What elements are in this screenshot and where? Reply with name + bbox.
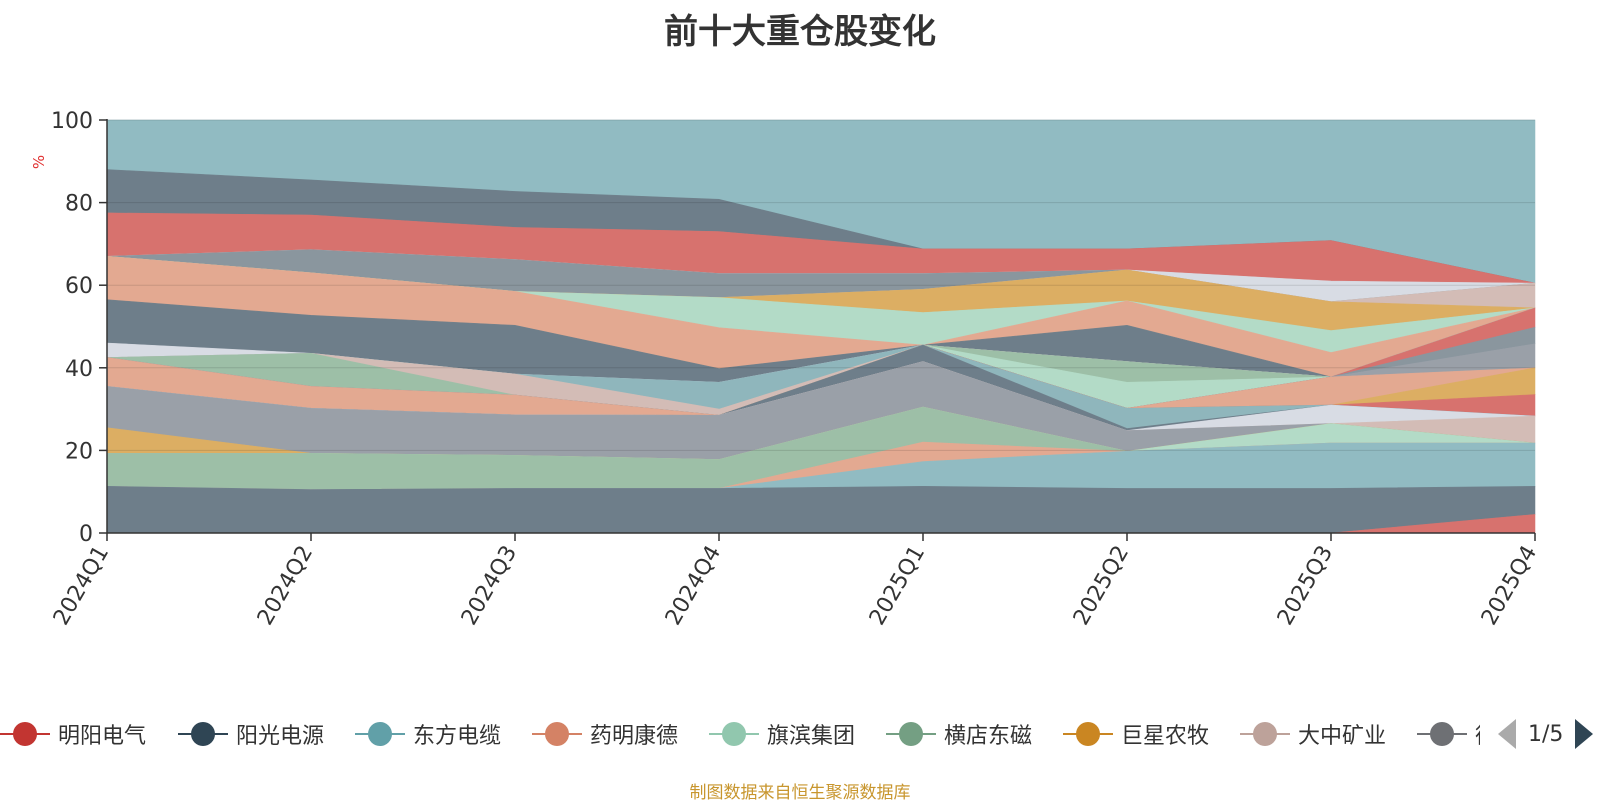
- legend-label: 大中矿业: [1298, 724, 1387, 749]
- legend-label: 横店东磁: [944, 724, 1033, 749]
- y-tick-label: 60: [65, 274, 93, 299]
- legend-label: 阳光电源: [236, 724, 325, 749]
- legend-item[interactable]: 德: [1417, 714, 1480, 754]
- legend-marker-icon: [178, 721, 228, 747]
- legend-item[interactable]: 明阳电气: [0, 714, 146, 754]
- legend-marker-icon: [1240, 721, 1290, 747]
- legend: 明阳电气 阳光电源 东方电缆 药明康德 旗滨集团 横店东磁 巨星农牧 大中矿业 德: [0, 714, 1480, 754]
- gridlines: [107, 119, 1535, 451]
- y-tick-label: 80: [65, 192, 93, 217]
- y-tick-label: 40: [65, 357, 93, 382]
- x-tick-label: 2024Q3: [457, 542, 522, 630]
- legend-item[interactable]: 阳光电源: [178, 714, 324, 754]
- legend-label: 德: [1475, 718, 1480, 750]
- legend-label: 东方电缆: [413, 724, 502, 749]
- chart-title: 前十大重仓股变化: [664, 12, 936, 52]
- legend-label: 药明康德: [590, 724, 679, 749]
- legend-prev-page-icon[interactable]: [1498, 719, 1516, 749]
- legend-marker-icon: [0, 721, 50, 747]
- x-tick-label: 2024Q2: [253, 542, 318, 630]
- legend-marker-icon: [355, 721, 405, 747]
- source-note: 制图数据来自恒生聚源数据库: [689, 783, 911, 803]
- legend-marker-icon: [1417, 721, 1467, 747]
- legend-item[interactable]: 巨星农牧: [1063, 714, 1209, 754]
- x-axis-ticks: 2024Q1 2024Q2 2024Q3 2024Q4 2025Q1 2025Q2 2025…: [49, 533, 1542, 630]
- area-layer-32: [106, 485, 1536, 534]
- legend-label: 明阳电气: [58, 724, 147, 749]
- legend-pager: 1/5: [1498, 716, 1594, 752]
- legend-item[interactable]: 东方电缆: [355, 714, 501, 754]
- legend-label: 旗滨集团: [767, 724, 856, 749]
- legend-item[interactable]: 大中矿业: [1240, 714, 1386, 754]
- y-tick-label: 20: [65, 439, 93, 464]
- y-tick-label: 0: [79, 522, 93, 547]
- legend-item[interactable]: 横店东磁: [886, 714, 1032, 754]
- axes: [106, 119, 1535, 534]
- y-tick-label: 100: [51, 109, 93, 134]
- x-tick-label: 2025Q4: [1477, 542, 1542, 630]
- legend-marker-icon: [709, 721, 759, 747]
- x-tick-label: 2025Q2: [1069, 542, 1134, 630]
- legend-marker-icon: [1063, 721, 1113, 747]
- x-tick-label: 2025Q3: [1273, 542, 1338, 630]
- y-axis-ticks: 0 20 40 60 80 100: [51, 109, 107, 547]
- legend-next-page-icon[interactable]: [1575, 719, 1594, 749]
- legend-item[interactable]: 药明康德: [532, 714, 678, 754]
- legend-marker-icon: [532, 721, 582, 747]
- x-tick-label: 2025Q1: [865, 542, 930, 630]
- legend-label: 巨星农牧: [1121, 724, 1210, 749]
- legend-page-indicator: 1/5: [1528, 721, 1564, 747]
- y-axis-unit-label: %: [30, 155, 48, 169]
- x-tick-label: 2024Q4: [661, 542, 726, 630]
- legend-marker-icon: [886, 721, 936, 747]
- x-tick-label: 2024Q1: [49, 542, 114, 630]
- legend-item[interactable]: 旗滨集团: [709, 714, 855, 754]
- area-layers: [106, 119, 1536, 534]
